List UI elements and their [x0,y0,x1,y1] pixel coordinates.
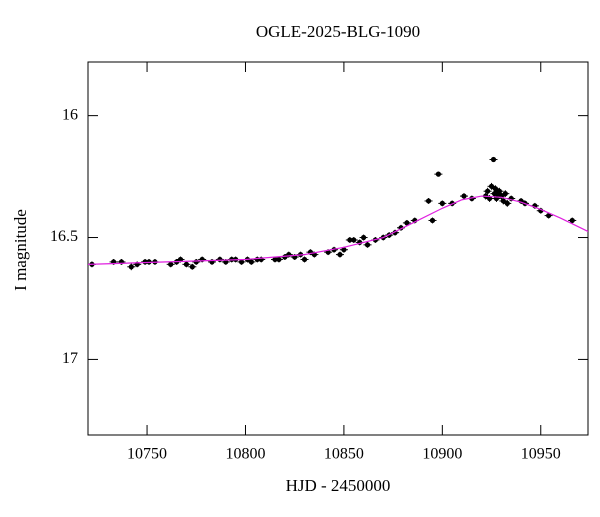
data-point [177,256,184,263]
x-axis-label: HJD - 2450000 [286,476,391,495]
data-point [364,242,371,248]
data-point [193,259,199,265]
data-point [569,217,575,224]
x-tick-label: 10800 [225,446,265,463]
data-point [429,217,436,224]
data-point [502,191,508,197]
data-point [168,261,174,267]
data-point [337,251,343,258]
y-tick-label: 16.5 [50,228,78,245]
data-point [546,212,552,219]
data-point [461,193,467,199]
x-tick-label: 10850 [324,446,364,463]
data-point [439,200,445,206]
data-point [360,234,367,241]
data-point [435,171,441,177]
model-line [87,195,589,265]
data-point [490,156,497,163]
x-tick-label: 10900 [422,446,462,463]
data-point [128,264,134,270]
x-tick-label: 10950 [521,446,561,463]
data-point [351,237,357,243]
data-point [217,256,223,263]
data-point [404,220,410,226]
y-tick-label: 17 [62,350,78,367]
data-point [341,247,347,253]
data-point [492,186,499,192]
chart-title: OGLE-2025-BLG-1090 [256,22,420,41]
y-tick-label: 16 [62,106,78,123]
data-point [425,198,432,204]
plot-frame [87,61,589,436]
y-axis-label: I magnitude [11,209,30,291]
data-point [248,259,254,265]
data-point [496,188,503,194]
x-tick-label: 10750 [127,446,167,463]
data-point [301,256,308,263]
data-point [488,183,495,189]
data-point [276,256,282,263]
data-point [189,264,195,270]
data-point [238,259,245,265]
data-point [500,198,506,204]
data-point [183,261,190,267]
data-point [485,188,491,194]
data-point [504,200,510,206]
